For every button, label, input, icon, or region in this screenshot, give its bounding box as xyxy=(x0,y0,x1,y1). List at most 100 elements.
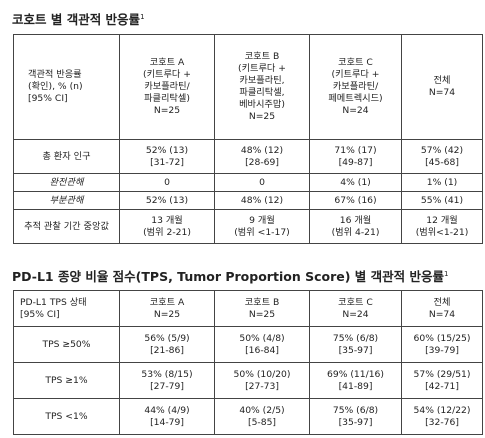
cell-text-line: 57% (42) xyxy=(420,144,464,156)
table-cell: 53% (8/15) [27-79] xyxy=(119,362,215,399)
table-cell: 69% (11/16) [41-89] xyxy=(309,362,402,399)
cell-text-line: 13 개월 xyxy=(151,214,183,226)
table-row: TPS ≥50% 56% (5/9) [21-86] 50% (4/8) [16-8… xyxy=(13,326,483,363)
table2-header-label: PD-L1 TPS 상태 [95% CI] xyxy=(13,290,120,327)
cell-text-line: 48% (12) xyxy=(240,144,284,156)
cell-text-line: 전체 xyxy=(433,296,451,308)
section-title-tps-text: PD-L1 종양 비율 점수(TPS, Tumor Proportion Sco… xyxy=(12,269,444,284)
row-label: TPS ≥1% xyxy=(13,362,120,399)
table-cell: 44% (4/9) [14-79] xyxy=(119,398,215,435)
table-cell: 48% (12) [28-69] xyxy=(214,139,310,174)
cell-text-line: 코호트 A xyxy=(149,296,185,308)
column-n: N=24 xyxy=(342,105,369,116)
cell-text-line: 53% (8/15) xyxy=(141,368,193,380)
table-cell: 54% (12/22) [32-76] xyxy=(401,398,483,435)
section-title-cohort: 코호트 별 객관적 반응률1 xyxy=(12,9,145,28)
column-n: N=74 xyxy=(428,87,456,98)
cell-text-line: [14-79] xyxy=(150,416,184,428)
table1-header-row: 객관적 반응률 (확인), % (n) [95% CI] 코호트 A (키트루다… xyxy=(13,34,483,140)
row-label: TPS <1% xyxy=(13,398,120,435)
column-regimen: 카보플라틴/ xyxy=(144,81,190,92)
cell-text-line: [35-97] xyxy=(338,416,373,428)
table-cell: 55% (41) xyxy=(401,191,483,210)
cell-text-line: 40% (2/5) xyxy=(239,404,285,416)
column-regimen: (키트루다 + xyxy=(331,69,380,80)
cell-text-line: 50% (4/8) xyxy=(239,332,285,344)
table-cell: 56% (5/9) [21-86] xyxy=(119,326,215,363)
table-cell: 13 개월 (범위 2-21) xyxy=(119,209,215,244)
table-cell: 60% (15/25) [39-79] xyxy=(401,326,483,363)
cell-text-line: (범위<1-21) xyxy=(415,226,469,238)
cell-text-line: 57% (29/51) xyxy=(413,368,471,380)
column-regimen: 파클리탁셀) xyxy=(144,93,190,104)
table-cell: 48% (12) xyxy=(214,191,310,210)
header-label-line: [95% CI] xyxy=(20,308,60,320)
section-title-cohort-text: 코호트 별 객관적 반응률 xyxy=(12,12,141,27)
table-row: 총 환자 인구 52% (13) [31-72] 48% (12) [28-69] … xyxy=(13,139,483,174)
cell-text-line: [28-69] xyxy=(245,156,279,168)
table-cell: 4% (1) xyxy=(309,173,402,192)
cell-text-line: N=74 xyxy=(428,308,456,320)
table-row: TPS <1% 44% (4/9) [14-79] 40% (2/5) [5-85]… xyxy=(13,398,483,435)
section-title-tps: PD-L1 종양 비율 점수(TPS, Tumor Proportion Sco… xyxy=(12,266,448,285)
row-label: 추적 관찰 기간 중앙값 xyxy=(13,209,120,244)
cell-text-line: [32-76] xyxy=(425,416,459,428)
cell-text-line: [27-73] xyxy=(245,380,279,392)
header-label-line: 객관적 반응률 xyxy=(28,69,82,80)
cell-text-line: 52% (13) xyxy=(145,144,189,156)
cell-text-line: 56% (5/9) xyxy=(144,332,190,344)
cell-text-line: 54% (12/22) xyxy=(413,404,471,416)
table-cell: 50% (4/8) [16-84] xyxy=(214,326,310,363)
cell-text-line: [42-71] xyxy=(425,380,459,392)
column-name: 코호트 C xyxy=(338,57,373,68)
column-regimen: (키트루다 + xyxy=(237,63,286,74)
table-cell: 75% (6/8) [35-97] xyxy=(309,398,402,435)
column-header-cohort-c: 코호트 C N=24 xyxy=(309,290,402,327)
table-cell: 71% (17) [49-87] xyxy=(309,139,402,174)
column-regimen: 페메트렉시드) xyxy=(328,93,383,104)
column-header-total: 전체 N=74 xyxy=(401,290,483,327)
tps-response-table: PD-L1 TPS 상태 [95% CI] 코호트 A N=25 코호트 B N=2… xyxy=(13,290,483,435)
footnote-marker: 1 xyxy=(443,269,449,278)
cell-text-line: 50% (10/20) xyxy=(233,368,291,380)
footnote-marker: 1 xyxy=(140,12,145,21)
row-label: TPS ≥50% xyxy=(13,326,120,363)
column-regimen: 파클리탁셀, xyxy=(239,87,285,98)
table-cell: 57% (29/51) [42-71] xyxy=(401,362,483,399)
table-cell: 40% (2/5) [5-85] xyxy=(214,398,310,435)
column-n: N=25 xyxy=(248,111,276,122)
row-label: 부분관해 xyxy=(13,191,120,210)
cell-text-line: N=25 xyxy=(153,308,181,320)
cell-text-line: 75% (6/8) xyxy=(332,404,379,416)
column-regimen: 베바시주맙) xyxy=(239,99,285,110)
column-header-total: 전체 N=74 xyxy=(401,34,483,140)
table2-header-row: PD-L1 TPS 상태 [95% CI] 코호트 A N=25 코호트 B N=2… xyxy=(13,290,483,327)
cell-text-line: (범위 2-21) xyxy=(143,226,191,238)
table-cell: 16 개월 (범위 4-21) xyxy=(309,209,402,244)
row-label: 완전관해 xyxy=(13,173,120,192)
table-cell: 67% (16) xyxy=(309,191,402,210)
cell-text-line: [49-87] xyxy=(338,156,373,168)
table-row: TPS ≥1% 53% (8/15) [27-79] 50% (10/20) [27… xyxy=(13,362,483,399)
cell-text-line: N=25 xyxy=(248,308,276,320)
cell-text-line: 69% (11/16) xyxy=(327,368,384,380)
column-n: N=25 xyxy=(153,105,181,116)
row-label: 총 환자 인구 xyxy=(13,139,120,174)
table-row: 부분관해 52% (13) 48% (12) 67% (16) 55% (41) xyxy=(13,191,483,210)
cell-text-line: [45-68] xyxy=(425,156,459,168)
header-label-line: [95% CI] xyxy=(28,93,68,104)
table-cell: 1% (1) xyxy=(401,173,483,192)
table-cell: 75% (6/8) [35-97] xyxy=(309,326,402,363)
cohort-response-table: 객관적 반응률 (확인), % (n) [95% CI] 코호트 A (키트루다… xyxy=(13,34,483,244)
column-header-cohort-a: 코호트 A N=25 xyxy=(119,290,215,327)
table-cell: 52% (13) xyxy=(119,191,215,210)
cell-text-line: 코호트 B xyxy=(244,296,280,308)
cell-text-line: 75% (6/8) xyxy=(332,332,379,344)
table1-header-label: 객관적 반응률 (확인), % (n) [95% CI] xyxy=(13,34,120,140)
cell-text-line: 12 개월 xyxy=(426,214,458,226)
table-cell: 0 xyxy=(214,173,310,192)
cell-text-line: (범위 <1-17) xyxy=(234,226,290,238)
table-cell: 12 개월 (범위<1-21) xyxy=(401,209,483,244)
cell-text-line: 9 개월 xyxy=(249,214,275,226)
cell-text-line: [27-79] xyxy=(150,380,184,392)
